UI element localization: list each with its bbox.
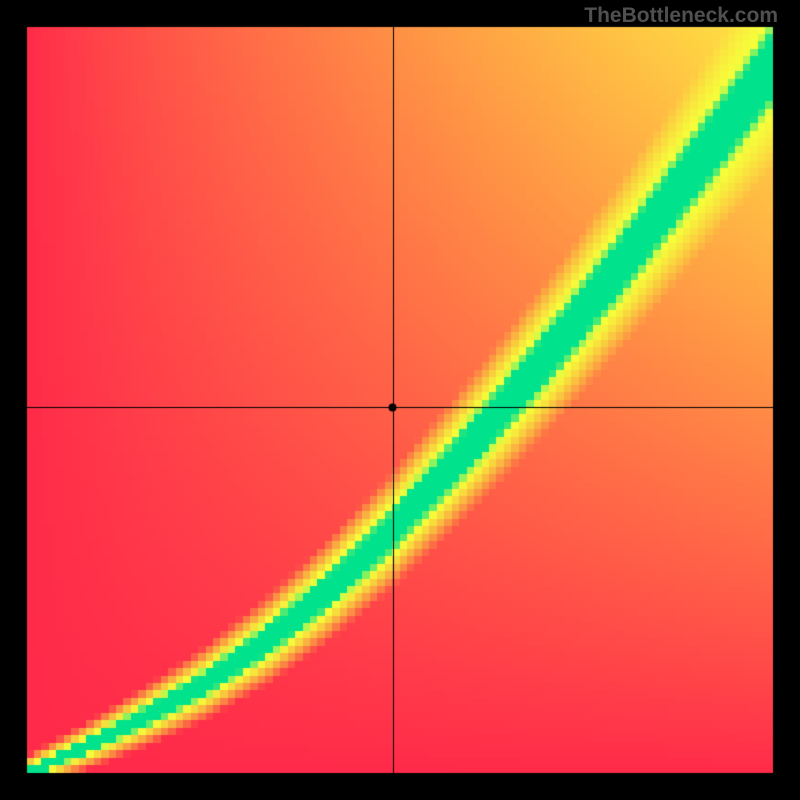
bottleneck-heatmap-canvas bbox=[0, 0, 800, 800]
watermark-text: TheBottleneck.com bbox=[584, 4, 778, 28]
chart-container: TheBottleneck.com bbox=[0, 0, 800, 800]
